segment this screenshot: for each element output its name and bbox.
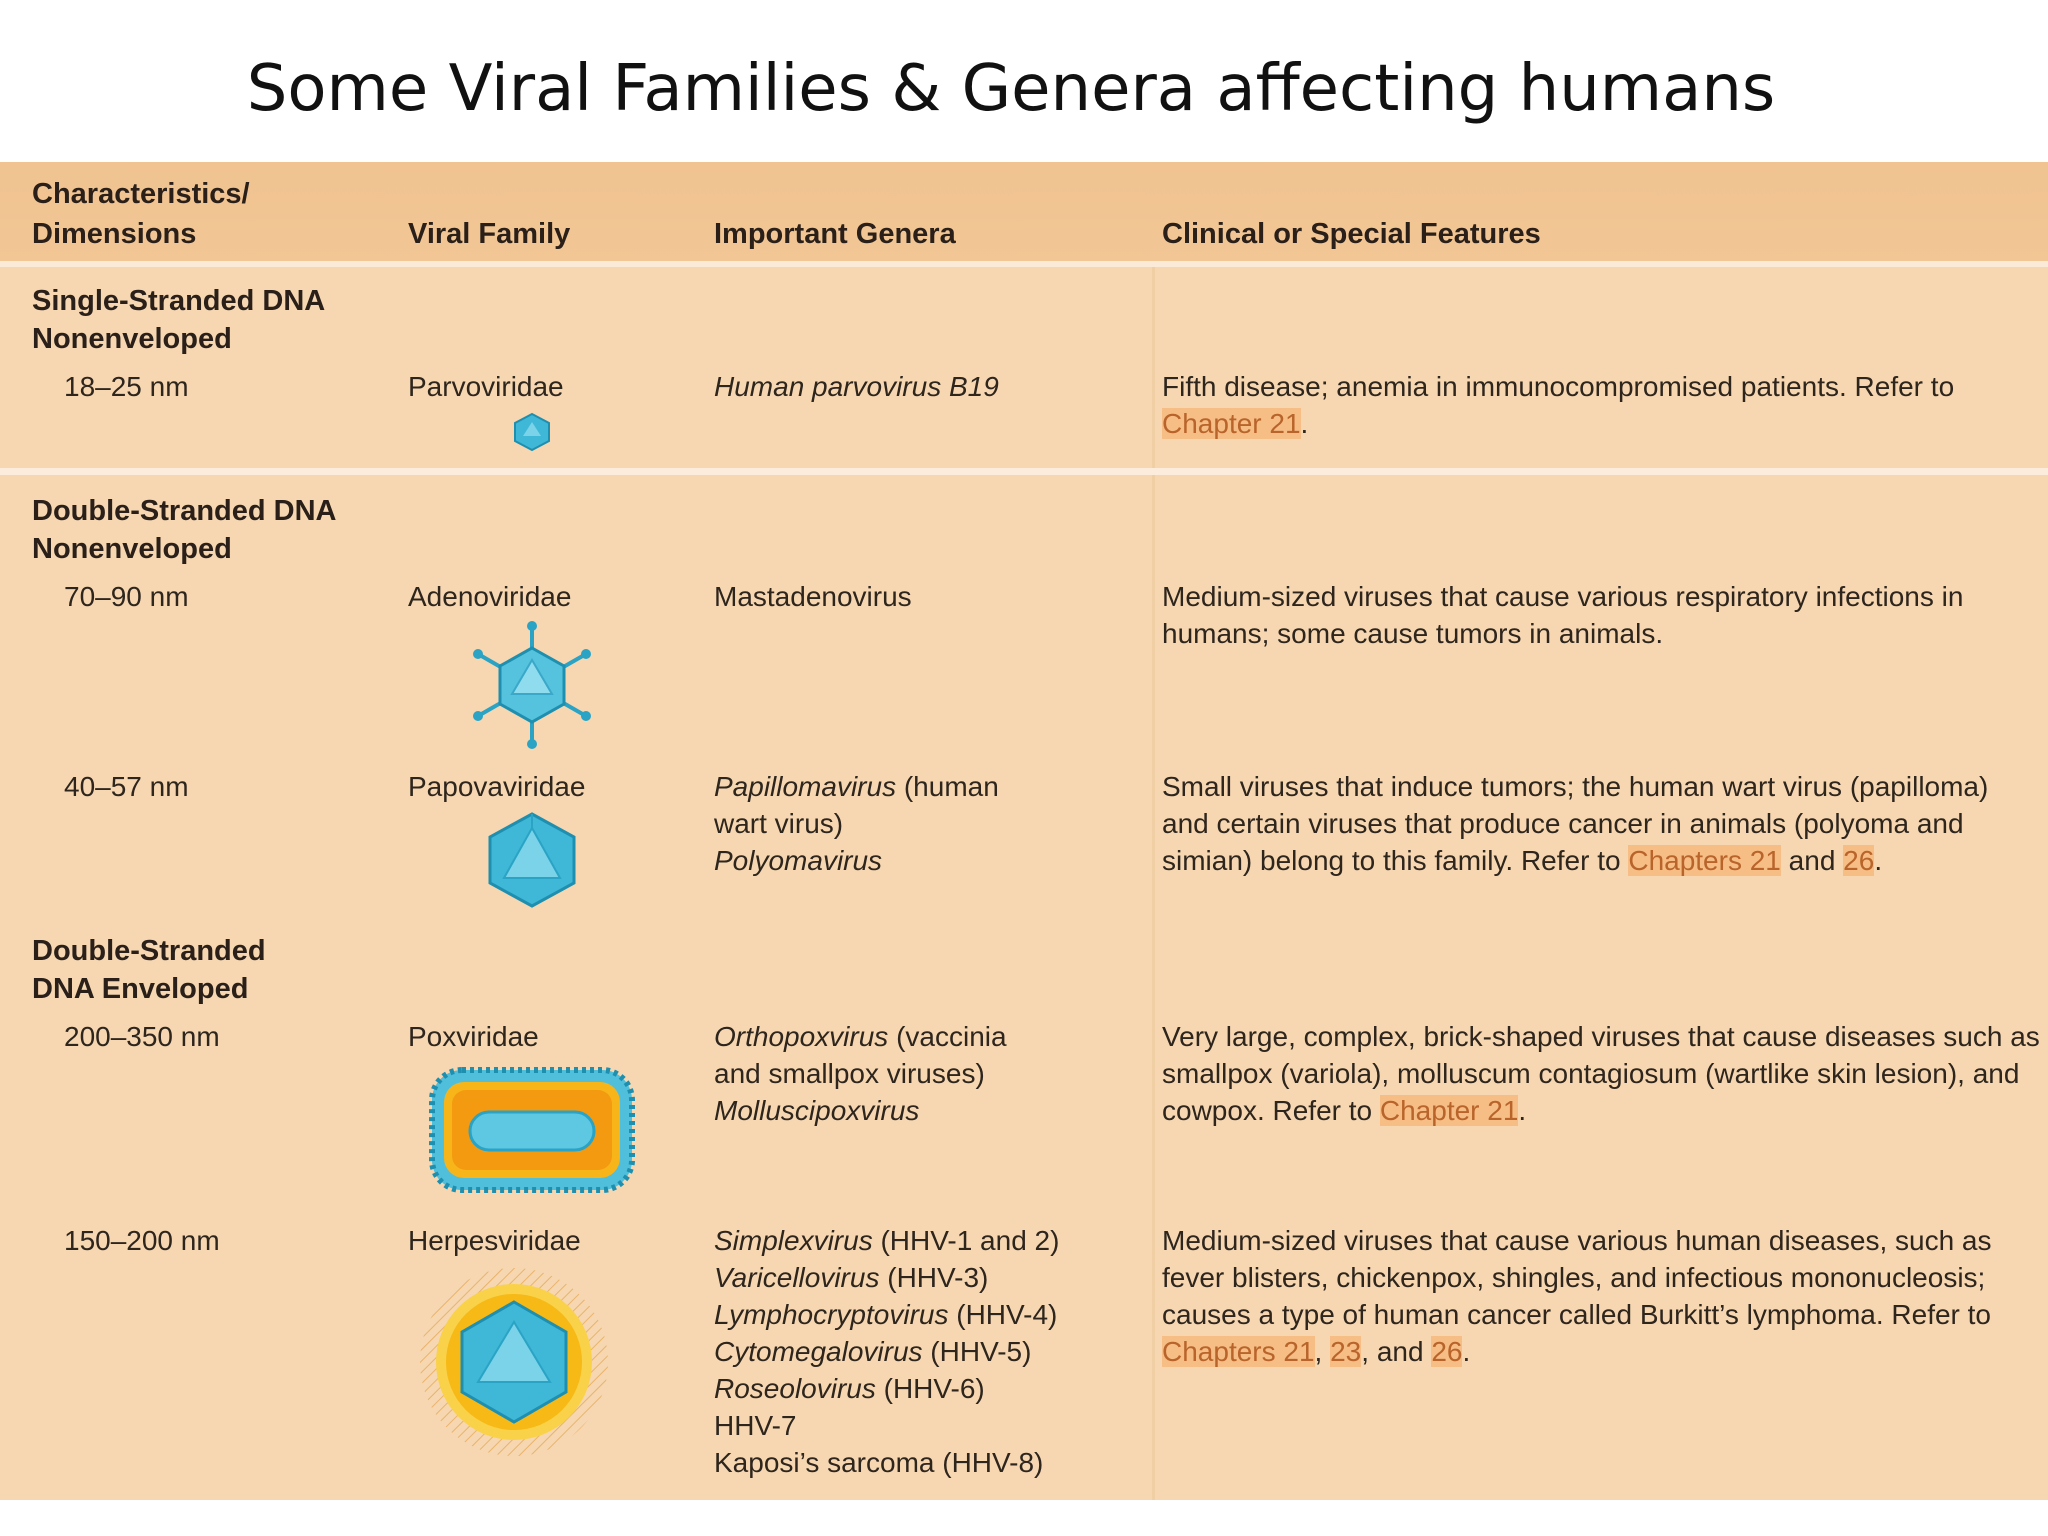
genus-line: Roseolovirus (HHV-6)	[714, 1370, 1134, 1407]
feature-text: Very large, complex, brick-shaped viruse…	[1162, 1021, 2040, 1126]
row-features: Medium-sized viruses that cause various …	[1162, 1222, 2042, 1370]
slide-title: Some Viral Families & Genera affecting h…	[246, 52, 1776, 126]
genus-note: (HHV-1 and 2)	[872, 1225, 1060, 1256]
row-size: 40–57 nm	[64, 771, 189, 802]
row-family: Herpesviridae	[408, 1225, 581, 1256]
row-family: Parvoviridae	[408, 371, 564, 402]
section-label: Nonenveloped	[32, 323, 232, 355]
row-size: 18–25 nm	[64, 371, 189, 402]
feature-text: .	[1300, 408, 1309, 439]
herpesvirus-icon	[420, 1268, 608, 1456]
row-features: Fifth disease; anemia in immunocompromis…	[1162, 368, 2042, 442]
feature-text: Medium-sized viruses that cause various …	[1162, 1225, 1992, 1330]
genus-note: (HHV-6)	[875, 1373, 985, 1404]
row-family: Poxviridae	[408, 1021, 539, 1052]
feature-text: .	[1518, 1095, 1527, 1126]
genus-name: Polyomavirus	[714, 845, 883, 876]
genus-line: Orthopoxvirus (vaccinia	[714, 1018, 1134, 1055]
section-label: Double-Stranded	[32, 935, 266, 967]
genus-line: Simplexvirus (HHV-1 and 2)	[714, 1222, 1134, 1259]
parvovirus-icon	[514, 412, 550, 452]
header-characteristics: Characteristics/	[32, 178, 250, 210]
chapter-reference-link[interactable]: 26	[1843, 845, 1875, 876]
chapter-reference-link[interactable]: Chapter 21	[1379, 1095, 1519, 1126]
genus-note: Mastadenovirus	[714, 581, 912, 612]
section-label: Single-Stranded DNA	[32, 285, 326, 317]
genus-note: (HHV-5)	[922, 1336, 1032, 1367]
genus-line: and smallpox viruses)	[714, 1055, 1134, 1092]
feature-text: Medium-sized viruses that cause various …	[1162, 581, 1964, 649]
genus-line: wart virus)	[714, 805, 1134, 842]
chapter-reference-link[interactable]: 23	[1330, 1336, 1362, 1367]
adenovirus-icon	[473, 621, 591, 749]
genus-note: (vaccinia	[888, 1021, 1007, 1052]
genus-name: Roseolovirus	[714, 1373, 876, 1404]
genus-line: Lymphocryptovirus (HHV-4)	[714, 1296, 1134, 1333]
row-features: Very large, complex, brick-shaped viruse…	[1162, 1018, 2042, 1129]
genus-note: (HHV-4)	[948, 1299, 1058, 1330]
genus-note: (HHV-3)	[879, 1262, 989, 1293]
viral-families-table: Characteristics/ Dimensions Viral Family…	[0, 162, 2048, 1500]
section-label: DNA Enveloped	[32, 973, 249, 1005]
row-genera: Papillomavirus (human wart virus) Polyomav…	[714, 768, 1134, 879]
genus-name: Orthopoxvirus	[714, 1021, 889, 1052]
poxvirus-icon	[429, 1067, 635, 1193]
genus-line: HHV-7	[714, 1407, 1134, 1444]
papovavirus-icon	[488, 812, 576, 908]
row-family: Papovaviridae	[408, 771, 586, 802]
header-important-genera: Important Genera	[714, 218, 956, 250]
row-family: Adenoviridae	[408, 581, 572, 612]
row-size: 200–350 nm	[64, 1021, 220, 1052]
genus-name: Papillomavirus	[714, 771, 897, 802]
genus-note: (human	[896, 771, 999, 802]
feature-text: Small viruses that induce tumors; the hu…	[1162, 771, 1989, 876]
row-size: 150–200 nm	[64, 1225, 220, 1256]
genus-name: Varicellovirus	[714, 1262, 880, 1293]
feature-text: ,	[1314, 1336, 1331, 1367]
genus-note: Kaposi’s sarcoma (HHV-8)	[714, 1447, 1044, 1478]
genus-line: Molluscipoxvirus	[714, 1092, 1134, 1129]
row-genera: Human parvovirus B19	[714, 368, 1134, 405]
chapter-reference-link[interactable]: Chapters 21	[1628, 845, 1781, 876]
genus-line: Kaposi’s sarcoma (HHV-8)	[714, 1444, 1134, 1481]
column-divider	[1152, 162, 1155, 1500]
row-features: Medium-sized viruses that cause various …	[1162, 578, 2042, 652]
feature-text: Fifth disease; anemia in immunocompromis…	[1162, 371, 1955, 402]
table-header: Characteristics/ Dimensions Viral Family…	[0, 162, 2048, 267]
chapter-reference-link[interactable]: Chapter 21	[1162, 408, 1301, 439]
chapter-reference-link[interactable]: Chapters 21	[1162, 1336, 1315, 1367]
row-genera: Mastadenovirus	[714, 578, 1134, 615]
genus-note: HHV-7	[714, 1410, 797, 1441]
genus-line: Human parvovirus B19	[714, 368, 1134, 405]
feature-text: .	[1462, 1336, 1471, 1367]
genus-line: Papillomavirus (human	[714, 768, 1134, 805]
genus-line: Polyomavirus	[714, 842, 1134, 879]
section-label: Nonenveloped	[32, 533, 232, 565]
feature-text: .	[1874, 845, 1883, 876]
row-size: 70–90 nm	[64, 581, 189, 612]
genus-name: Human parvovirus B19	[714, 371, 999, 402]
header-dimensions: Dimensions	[32, 218, 197, 250]
header-clinical-features: Clinical or Special Features	[1162, 218, 1541, 250]
header-viral-family: Viral Family	[408, 218, 571, 250]
genus-name: Molluscipoxvirus	[714, 1095, 920, 1126]
chapter-reference-link[interactable]: 26	[1431, 1336, 1463, 1367]
genus-name: Lymphocryptovirus	[714, 1299, 949, 1330]
row-genera: Simplexvirus (HHV-1 and 2) Varicellovirus…	[714, 1222, 1134, 1481]
genus-note: wart virus)	[714, 808, 844, 839]
feature-text: , and	[1361, 1336, 1432, 1367]
genus-line: Mastadenovirus	[714, 578, 1134, 615]
genus-line: Varicellovirus (HHV-3)	[714, 1259, 1134, 1296]
section-divider	[0, 468, 2048, 475]
feature-text: and	[1780, 845, 1844, 876]
genus-name: Cytomegalovirus	[714, 1336, 923, 1367]
row-genera: Orthopoxvirus (vaccinia and smallpox viru…	[714, 1018, 1134, 1129]
genus-line: Cytomegalovirus (HHV-5)	[714, 1333, 1134, 1370]
genus-name: Simplexvirus	[714, 1225, 873, 1256]
section-label: Double-Stranded DNA	[32, 495, 337, 527]
row-features: Small viruses that induce tumors; the hu…	[1162, 768, 2042, 879]
genus-note: and smallpox viruses)	[714, 1058, 985, 1089]
